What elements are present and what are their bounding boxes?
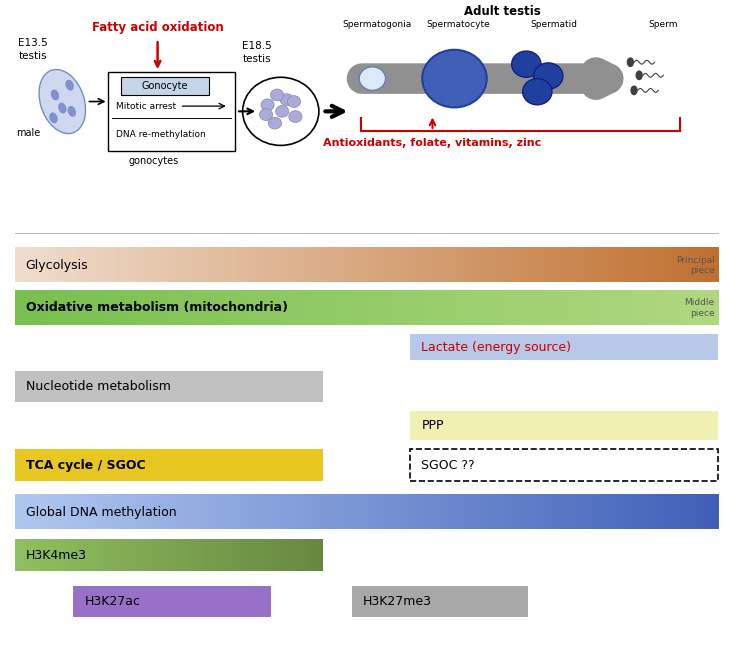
Circle shape: [287, 96, 301, 107]
Text: Glycolysis: Glycolysis: [26, 259, 88, 272]
Text: gonocytes: gonocytes: [129, 156, 179, 166]
Text: Global DNA methylation: Global DNA methylation: [26, 506, 176, 519]
Text: PPP: PPP: [421, 419, 444, 432]
Circle shape: [261, 99, 274, 111]
Bar: [121, 77, 209, 95]
Circle shape: [289, 111, 302, 122]
Text: male: male: [16, 128, 40, 138]
Circle shape: [534, 63, 563, 89]
Text: Lactate (energy source): Lactate (energy source): [421, 341, 572, 354]
Ellipse shape: [630, 85, 638, 96]
Text: TCA cycle / SGOC: TCA cycle / SGOC: [26, 458, 145, 472]
Text: H3K4me3: H3K4me3: [26, 549, 86, 562]
Text: H3K27ac: H3K27ac: [84, 595, 140, 608]
Bar: [410, 449, 718, 481]
Circle shape: [523, 79, 552, 105]
Text: DNA re-methylation: DNA re-methylation: [116, 130, 205, 139]
Text: Principal
piece: Principal piece: [676, 255, 715, 275]
Ellipse shape: [51, 90, 59, 100]
Text: Mitotic arrest: Mitotic arrest: [116, 102, 176, 111]
Ellipse shape: [627, 58, 634, 67]
Text: Spermatocyte: Spermatocyte: [427, 20, 490, 29]
Bar: [352, 586, 528, 617]
Circle shape: [259, 109, 273, 121]
Bar: [15, 371, 323, 402]
Circle shape: [422, 50, 487, 107]
Text: Gonocyte: Gonocyte: [141, 81, 188, 91]
Circle shape: [268, 117, 281, 129]
Text: Spermatid: Spermatid: [530, 20, 577, 29]
Bar: [410, 411, 718, 440]
Circle shape: [243, 77, 319, 145]
Text: Sperm: Sperm: [649, 20, 678, 29]
Circle shape: [512, 51, 541, 77]
Text: Middle
piece: Middle piece: [685, 298, 715, 318]
Bar: [410, 334, 718, 360]
Text: Spermatogonia: Spermatogonia: [343, 20, 412, 29]
Text: Antioxidants, folate, vitamins, zinc: Antioxidants, folate, vitamins, zinc: [323, 138, 542, 147]
Ellipse shape: [65, 80, 74, 90]
Text: Adult testis: Adult testis: [464, 5, 540, 18]
Circle shape: [276, 105, 289, 117]
Text: H3K27me3: H3K27me3: [363, 595, 432, 608]
Ellipse shape: [636, 71, 643, 81]
Bar: [15, 449, 323, 481]
Bar: [73, 586, 271, 617]
Ellipse shape: [67, 106, 76, 117]
Text: E18.5
testis: E18.5 testis: [242, 41, 271, 64]
Circle shape: [359, 67, 386, 90]
Circle shape: [280, 94, 293, 105]
Text: Nucleotide metabolism: Nucleotide metabolism: [26, 380, 171, 393]
Ellipse shape: [39, 69, 86, 134]
Bar: [108, 72, 235, 151]
Text: Oxidative metabolism (mitochondria): Oxidative metabolism (mitochondria): [26, 301, 287, 314]
Text: SGOC ??: SGOC ??: [421, 458, 475, 472]
Ellipse shape: [49, 113, 58, 123]
Ellipse shape: [58, 103, 67, 113]
Text: E13.5
testis: E13.5 testis: [18, 37, 48, 61]
Circle shape: [270, 89, 284, 101]
Text: Fatty acid oxidation: Fatty acid oxidation: [92, 21, 224, 34]
